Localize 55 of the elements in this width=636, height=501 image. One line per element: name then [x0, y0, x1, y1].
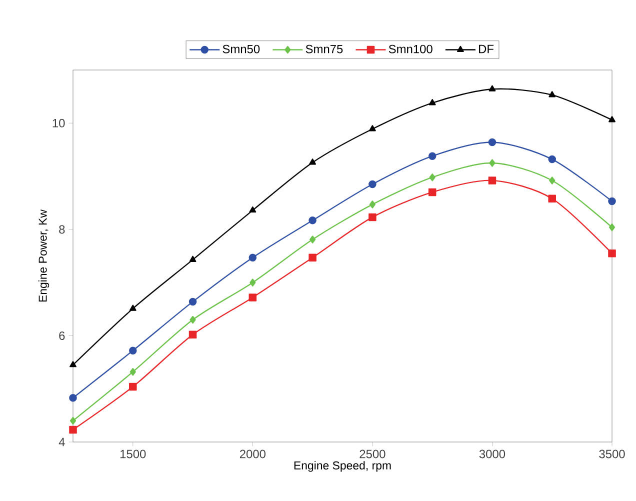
point: [548, 194, 556, 202]
legend-label: Smn75: [306, 44, 343, 54]
point: [608, 223, 616, 232]
point: [69, 394, 77, 402]
point: [129, 304, 136, 311]
legend-label: Smn50: [222, 44, 260, 54]
point: [488, 85, 496, 92]
y-tick-label: 6: [59, 331, 65, 340]
y-tick-label: 4: [58, 438, 65, 446]
point: [548, 91, 556, 98]
point: [70, 416, 76, 425]
y-tick-label: 8: [59, 225, 65, 234]
point: [549, 176, 556, 184]
point: [368, 213, 376, 222]
x-tick-label: 3000: [479, 450, 506, 458]
x-tick-label: 2000: [240, 450, 266, 458]
point: [308, 216, 316, 224]
point: [248, 294, 257, 302]
point: [608, 249, 616, 258]
point: [250, 278, 256, 286]
point: [188, 330, 197, 339]
point: [309, 236, 316, 244]
point: [188, 298, 197, 306]
point: [130, 368, 136, 376]
point: [488, 138, 496, 146]
point: [189, 256, 196, 262]
point: [489, 159, 496, 167]
point: [548, 155, 556, 164]
legend-label: DF: [479, 44, 494, 54]
y-axis-title: Engine Power, Kw: [38, 210, 50, 302]
point: [429, 173, 436, 182]
x-tick-label: 2500: [360, 450, 386, 458]
point: [69, 426, 77, 434]
point: [129, 382, 137, 391]
y-tick-label: 10: [52, 118, 65, 128]
point: [369, 125, 376, 132]
point: [608, 116, 616, 122]
point: [309, 158, 316, 165]
point: [249, 206, 256, 213]
point: [369, 200, 376, 208]
point: [70, 361, 76, 368]
point: [428, 188, 436, 196]
point: [608, 197, 616, 206]
x-tick-label: 1500: [120, 450, 146, 458]
point: [129, 346, 137, 354]
point: [488, 176, 496, 184]
point: [190, 316, 196, 324]
point: [368, 180, 376, 188]
point: [428, 99, 436, 106]
point: [308, 254, 316, 262]
legend-label: Smn100: [388, 44, 432, 54]
x-tick-label: 3500: [599, 450, 625, 458]
x-axis-title: Engine Speed, rpm: [294, 461, 391, 472]
point: [248, 254, 257, 262]
point: [428, 152, 436, 160]
